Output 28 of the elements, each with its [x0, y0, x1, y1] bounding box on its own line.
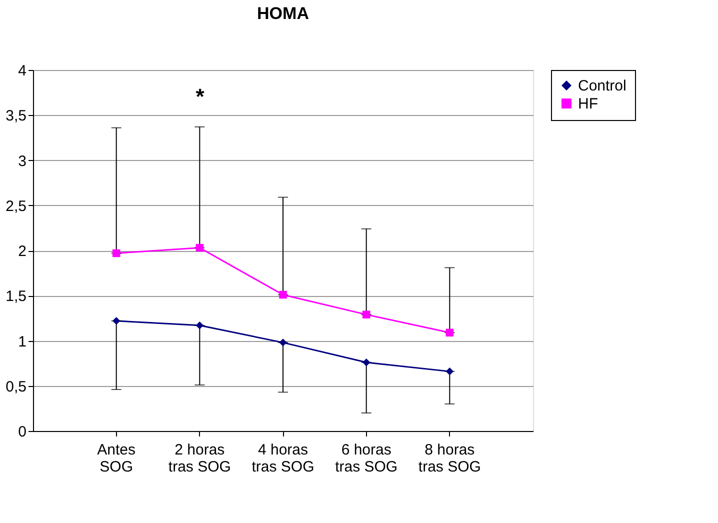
x-tick-label: 4 horas tras SOG: [252, 442, 314, 476]
annotation: *: [196, 84, 205, 109]
point: [112, 317, 120, 325]
y-tick-label: 1,5: [6, 288, 26, 306]
y-tick-label: 0,5: [6, 378, 26, 396]
point: [279, 338, 287, 346]
x-tick-label: 2 horas tras SOG: [168, 442, 231, 476]
chart-title: HOMA: [257, 4, 309, 23]
x-tick-label: Antes SOG: [97, 442, 136, 476]
y-tick-label: 3: [18, 152, 26, 170]
point: [196, 322, 204, 330]
point: [196, 244, 204, 252]
point: [446, 368, 454, 376]
point: [362, 310, 370, 318]
point: [112, 249, 120, 258]
legend-label: Control: [578, 78, 626, 94]
x-tick-label: 8 horas tras SOG: [418, 442, 481, 476]
legend-label: HF: [578, 96, 598, 112]
y-tick-label: 2,5: [6, 198, 26, 215]
point: [446, 328, 454, 336]
point: [362, 358, 370, 366]
y-tick-label: 0: [18, 424, 26, 440]
y-tick-label: 1: [18, 333, 26, 350]
y-tick-label: 2: [18, 243, 26, 260]
y-tick-label: 3,5: [6, 108, 26, 125]
y-tick-label: 4: [18, 62, 26, 80]
point: [279, 290, 287, 299]
x-tick-label: 6 horas tras SOG: [335, 442, 398, 476]
